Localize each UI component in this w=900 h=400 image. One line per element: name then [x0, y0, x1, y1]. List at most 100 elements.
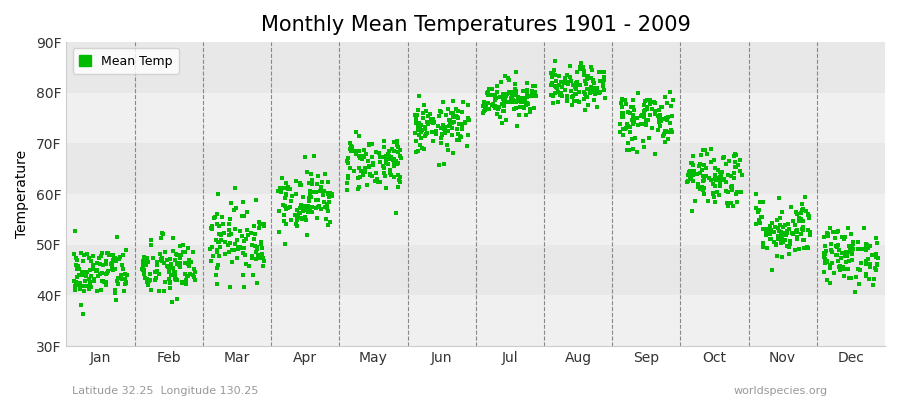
Point: [853, 260, 868, 266]
Point: [418, 124, 432, 130]
Point: [512, 94, 526, 101]
Point: [357, 169, 372, 175]
Point: [680, 178, 695, 185]
Point: [162, 279, 176, 285]
Point: [425, 129, 439, 135]
Point: [317, 188, 331, 194]
Point: [160, 256, 175, 263]
Point: [379, 153, 393, 159]
Point: [430, 123, 445, 130]
Point: [626, 115, 640, 121]
Point: [368, 148, 382, 155]
Point: [653, 112, 668, 118]
Point: [410, 120, 424, 126]
Point: [440, 142, 454, 148]
Point: [385, 156, 400, 162]
Point: [733, 168, 747, 174]
Point: [278, 240, 293, 247]
Point: [817, 251, 832, 258]
Point: [274, 189, 288, 195]
Point: [175, 280, 189, 287]
Point: [177, 271, 192, 277]
Point: [99, 270, 113, 276]
Point: [636, 110, 651, 116]
Point: [831, 258, 845, 264]
Point: [718, 188, 733, 194]
Point: [868, 251, 883, 258]
Point: [433, 140, 447, 146]
Point: [91, 273, 105, 279]
Point: [728, 164, 742, 170]
Point: [90, 267, 104, 273]
Point: [295, 205, 310, 211]
Point: [580, 102, 595, 109]
Point: [426, 137, 440, 144]
Point: [687, 172, 701, 178]
Point: [682, 168, 697, 175]
Point: [725, 186, 740, 193]
Point: [410, 124, 425, 130]
Point: [640, 97, 654, 103]
Point: [173, 264, 187, 270]
Point: [626, 121, 641, 128]
Point: [379, 160, 393, 166]
Point: [173, 260, 187, 266]
Point: [721, 203, 735, 209]
Point: [486, 101, 500, 108]
Legend: Mean Temp: Mean Temp: [73, 48, 179, 74]
Point: [842, 244, 857, 251]
Point: [68, 278, 82, 284]
Point: [501, 88, 516, 95]
Point: [290, 207, 304, 214]
Point: [379, 156, 393, 162]
Point: [69, 255, 84, 261]
Point: [186, 265, 201, 272]
Point: [726, 153, 741, 159]
Point: [571, 82, 585, 88]
Point: [362, 163, 376, 170]
Point: [442, 123, 456, 130]
Point: [374, 154, 388, 160]
Point: [252, 254, 266, 261]
Point: [756, 199, 770, 205]
Point: [477, 100, 491, 106]
Point: [520, 87, 535, 94]
Bar: [67, 194, 885, 245]
Point: [84, 284, 98, 290]
Point: [598, 94, 612, 101]
Point: [110, 234, 124, 240]
Point: [643, 112, 657, 118]
Point: [572, 64, 587, 71]
Point: [230, 255, 244, 262]
Point: [593, 78, 608, 85]
Point: [544, 91, 559, 98]
Point: [721, 189, 735, 196]
Point: [452, 121, 466, 127]
Point: [292, 182, 307, 188]
Point: [298, 203, 312, 209]
Point: [859, 258, 873, 264]
Point: [76, 252, 91, 259]
Point: [248, 256, 263, 262]
Point: [821, 231, 835, 237]
Point: [204, 258, 219, 264]
Point: [788, 222, 802, 228]
Point: [415, 145, 429, 151]
Point: [254, 252, 268, 258]
Point: [585, 84, 599, 91]
Point: [621, 140, 635, 146]
Point: [289, 221, 303, 227]
Point: [279, 221, 293, 227]
Point: [635, 112, 650, 118]
Point: [512, 112, 526, 118]
Point: [769, 240, 783, 247]
Point: [341, 160, 356, 166]
Point: [820, 259, 834, 265]
Point: [482, 90, 496, 96]
Point: [424, 116, 438, 123]
Point: [837, 266, 851, 272]
Point: [447, 119, 462, 125]
Point: [245, 254, 259, 261]
Point: [554, 92, 568, 98]
Point: [660, 100, 674, 106]
